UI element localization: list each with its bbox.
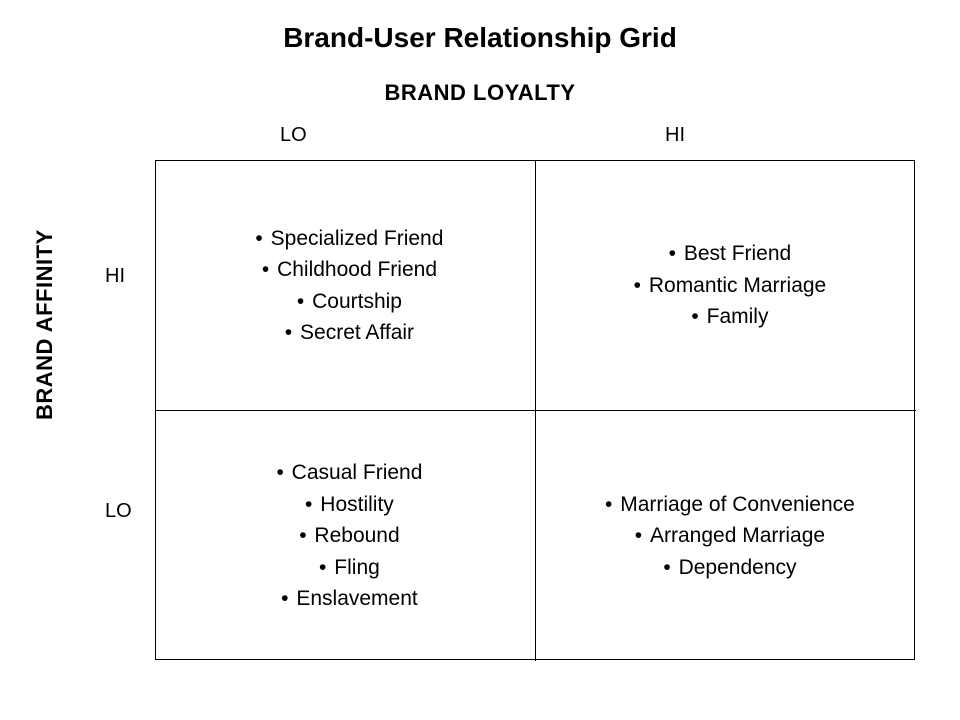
- x-axis-label: BRAND LOYALTY: [0, 80, 960, 106]
- list-item: Childhood Friend: [254, 254, 437, 286]
- list-item: Hostility: [297, 489, 394, 521]
- list-item: Arranged Marriage: [627, 520, 825, 552]
- chart-title: Brand-User Relationship Grid: [0, 22, 960, 54]
- column-header-hi: HI: [665, 124, 685, 147]
- list-item: Romantic Marriage: [626, 270, 827, 302]
- list-item: Dependency: [655, 552, 796, 584]
- list-item: Rebound: [291, 520, 399, 552]
- list-item: Specialized Friend: [248, 223, 444, 255]
- relationship-grid-canvas: Brand-User Relationship Grid BRAND LOYAL…: [0, 0, 960, 720]
- list-item: Best Friend: [661, 238, 791, 270]
- list-item: Enslavement: [273, 583, 418, 615]
- quadrant-hi-affinity-hi-loyalty: Best FriendRomantic MarriageFamily: [536, 161, 916, 411]
- quadrant-lo-affinity-lo-loyalty: Casual FriendHostilityReboundFlingEnslav…: [156, 411, 536, 661]
- list-item: Secret Affair: [277, 317, 414, 349]
- list-item: Courtship: [289, 286, 402, 318]
- column-header-lo: LO: [280, 124, 307, 147]
- row-header-lo: LO: [105, 500, 132, 523]
- quadrant-hi-affinity-lo-loyalty: Specialized FriendChildhood FriendCourts…: [156, 161, 536, 411]
- list-item: Fling: [311, 552, 380, 584]
- quadrant-lo-affinity-hi-loyalty: Marriage of ConvenienceArranged Marriage…: [536, 411, 916, 661]
- list-item: Casual Friend: [269, 457, 423, 489]
- quadrant-grid: Specialized FriendChildhood FriendCourts…: [155, 160, 915, 660]
- y-axis-label: BRAND AFFINITY: [32, 229, 58, 420]
- list-item: Family: [684, 301, 769, 333]
- list-item: Marriage of Convenience: [597, 489, 855, 521]
- row-header-hi: HI: [105, 265, 125, 288]
